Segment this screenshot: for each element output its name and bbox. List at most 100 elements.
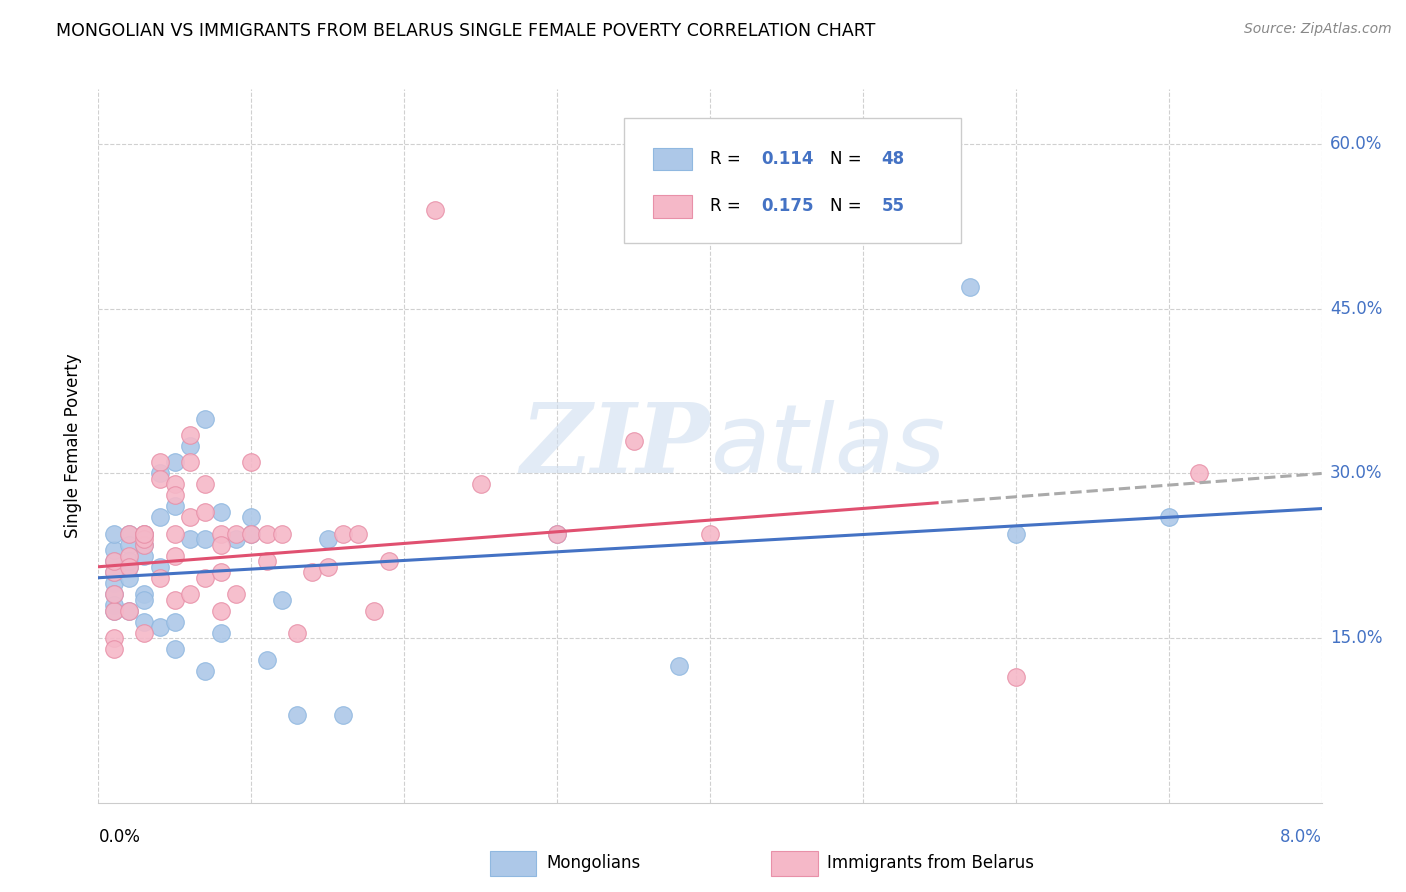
Point (225, 587, 247, 601)
Point (149, 467, 172, 481)
Point (118, 526, 141, 541)
Point (378, 554, 401, 568)
Point (1004, 526, 1026, 541)
Point (103, 554, 125, 568)
FancyBboxPatch shape (624, 118, 960, 243)
Text: 0.175: 0.175 (762, 197, 814, 215)
Point (179, 533, 201, 547)
Point (301, 566, 323, 580)
Text: N =: N = (830, 197, 866, 215)
Point (163, 642, 186, 657)
Point (225, 533, 247, 547)
Point (256, 526, 278, 541)
Point (332, 526, 354, 541)
Point (668, 658, 690, 673)
Point (285, 708, 308, 723)
Point (134, 538, 156, 552)
Point (163, 500, 186, 514)
Point (1188, 467, 1211, 481)
Point (163, 526, 186, 541)
Point (163, 549, 186, 563)
Text: 15.0%: 15.0% (1330, 629, 1382, 647)
Bar (489, 851, 536, 876)
Point (470, 477, 492, 491)
Text: 0.114: 0.114 (762, 150, 814, 168)
Text: 45.0%: 45.0% (1330, 300, 1382, 318)
Point (209, 566, 232, 580)
Point (134, 549, 156, 563)
Point (103, 587, 125, 601)
Point (103, 604, 125, 618)
Point (959, 280, 981, 294)
Point (118, 604, 141, 618)
Point (134, 526, 156, 541)
Point (103, 598, 125, 612)
Point (118, 571, 141, 585)
Point (134, 533, 156, 547)
Point (332, 708, 354, 723)
Point (240, 526, 263, 541)
Point (194, 505, 217, 519)
Point (256, 554, 278, 568)
Point (103, 526, 125, 541)
Text: 48: 48 (882, 150, 904, 168)
Point (623, 434, 645, 448)
Text: MONGOLIAN VS IMMIGRANTS FROM BELARUS SINGLE FEMALE POVERTY CORRELATION CHART: MONGOLIAN VS IMMIGRANTS FROM BELARUS SIN… (56, 22, 876, 40)
Point (240, 526, 263, 541)
Point (118, 559, 141, 574)
Point (316, 559, 339, 574)
Point (179, 455, 201, 469)
Point (134, 538, 156, 552)
Text: N =: N = (830, 150, 866, 168)
Point (163, 488, 186, 502)
Point (103, 543, 125, 558)
Point (209, 604, 232, 618)
Point (209, 505, 232, 519)
Text: R =: R = (710, 197, 747, 215)
Point (149, 510, 172, 524)
Text: atlas: atlas (710, 400, 945, 492)
Text: 30.0%: 30.0% (1330, 465, 1382, 483)
Text: Source: ZipAtlas.com: Source: ZipAtlas.com (1244, 22, 1392, 37)
Point (163, 592, 186, 607)
Text: 8.0%: 8.0% (1279, 828, 1322, 846)
Point (179, 439, 201, 453)
Point (194, 571, 217, 585)
Text: 60.0%: 60.0% (1330, 135, 1382, 153)
Point (149, 571, 172, 585)
Point (546, 526, 568, 541)
Point (134, 592, 156, 607)
Point (363, 604, 385, 618)
Point (134, 526, 156, 541)
Point (699, 526, 721, 541)
Point (225, 526, 247, 541)
Text: ZIP: ZIP (520, 399, 710, 493)
Point (103, 587, 125, 601)
Point (347, 526, 370, 541)
Point (118, 554, 141, 568)
Point (163, 477, 186, 491)
Point (103, 576, 125, 591)
Point (270, 592, 294, 607)
Text: Mongolians: Mongolians (546, 855, 640, 872)
Text: 0.0%: 0.0% (98, 828, 141, 846)
Point (179, 428, 201, 442)
Point (149, 455, 172, 469)
Point (149, 472, 172, 486)
Point (103, 554, 125, 568)
Point (209, 538, 232, 552)
Bar (772, 851, 818, 876)
Point (179, 587, 201, 601)
Point (103, 631, 125, 645)
Text: Immigrants from Belarus: Immigrants from Belarus (828, 855, 1035, 872)
Point (179, 510, 201, 524)
Point (285, 625, 308, 640)
Point (103, 566, 125, 580)
Point (103, 604, 125, 618)
Point (149, 559, 172, 574)
Point (134, 615, 156, 629)
Point (134, 625, 156, 640)
Point (1004, 669, 1026, 683)
Point (103, 642, 125, 657)
Point (118, 538, 141, 552)
